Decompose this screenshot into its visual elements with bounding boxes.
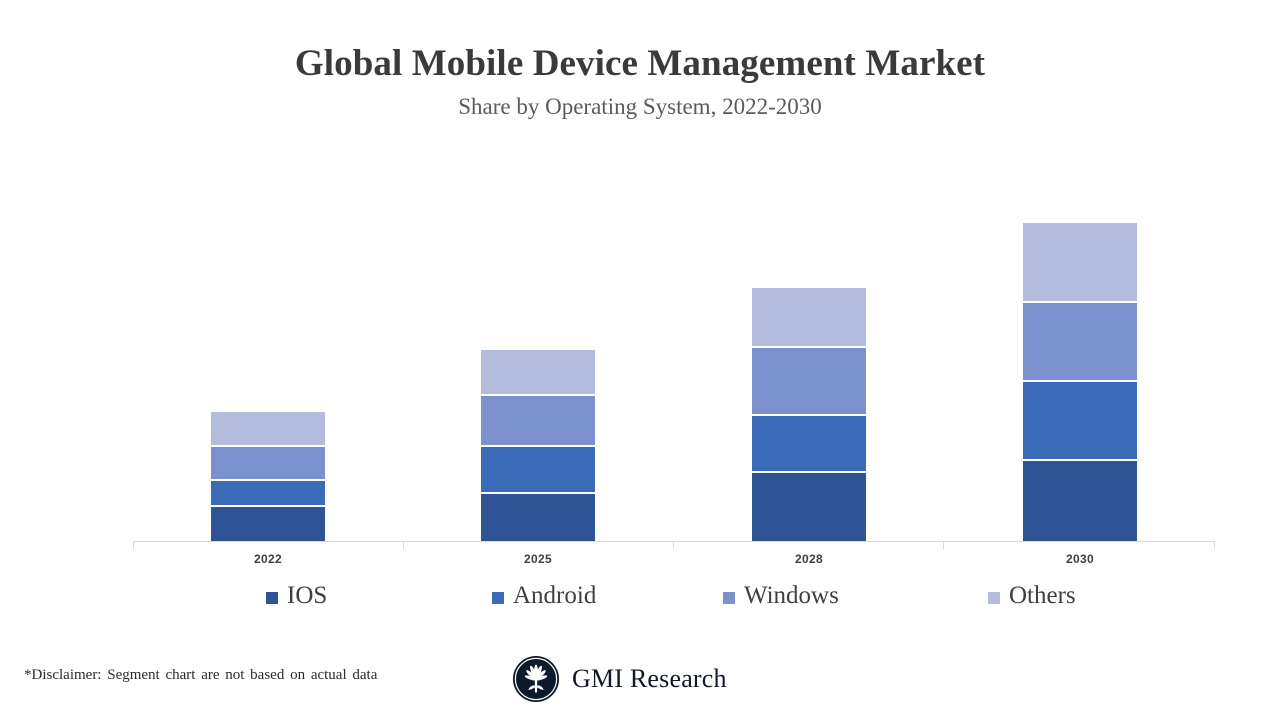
bar-segment[interactable] bbox=[481, 396, 595, 447]
bar-segment[interactable] bbox=[481, 447, 595, 494]
x-axis-label-2025: 2025 bbox=[524, 552, 552, 566]
bar-group[interactable] bbox=[211, 0, 325, 541]
brand-logo: GMI Research bbox=[512, 655, 727, 703]
bar-segment[interactable] bbox=[1023, 223, 1137, 303]
bar-group[interactable] bbox=[1023, 0, 1137, 541]
legend-swatch-icon bbox=[266, 591, 278, 604]
bar-segment[interactable] bbox=[211, 481, 325, 507]
bar-segment[interactable] bbox=[752, 348, 866, 416]
legend-item-windows[interactable]: Windows bbox=[723, 583, 839, 608]
disclaimer-text: *Disclaimer: Segment chart are not based… bbox=[24, 667, 378, 683]
x-axis-tick bbox=[943, 542, 944, 549]
legend-label: Others bbox=[1009, 582, 1076, 609]
bar-segment[interactable] bbox=[211, 412, 325, 447]
legend-item-android[interactable]: Android bbox=[492, 583, 596, 608]
bar-segment[interactable] bbox=[752, 288, 866, 348]
legend-swatch-icon bbox=[723, 591, 735, 604]
bar-segment[interactable] bbox=[1023, 461, 1137, 541]
x-axis-label-2022: 2022 bbox=[254, 552, 282, 566]
x-axis-label-2028: 2028 bbox=[795, 552, 823, 566]
x-axis-line bbox=[133, 541, 1215, 542]
brand-name: GMI Research bbox=[572, 664, 727, 693]
legend-swatch-icon bbox=[492, 591, 504, 604]
chart-legend: IOS Android Windows Others bbox=[0, 583, 1280, 615]
gmi-palm-logo-icon bbox=[512, 655, 560, 703]
bar-segment[interactable] bbox=[752, 416, 866, 473]
bar-segment[interactable] bbox=[1023, 382, 1137, 461]
bar-group[interactable] bbox=[752, 0, 866, 541]
legend-item-others[interactable]: Others bbox=[988, 583, 1076, 608]
bar-segment[interactable] bbox=[481, 494, 595, 541]
x-axis-tick bbox=[673, 542, 674, 549]
x-axis-tick bbox=[133, 542, 134, 549]
bar-segment[interactable] bbox=[211, 447, 325, 481]
bar-segment[interactable] bbox=[1023, 303, 1137, 382]
bar-segment[interactable] bbox=[752, 473, 866, 541]
bar-segment[interactable] bbox=[211, 507, 325, 541]
chart-title: Global Mobile Device Management Market bbox=[294, 43, 986, 84]
x-axis-tick bbox=[403, 542, 404, 549]
plot-area: 2022 2025 2028 2030 bbox=[133, 0, 1215, 566]
bar-segment[interactable] bbox=[481, 350, 595, 396]
legend-label: Windows bbox=[744, 582, 839, 609]
x-axis-label-2030: 2030 bbox=[1066, 552, 1094, 566]
chart-subtitle: Share by Operating System, 2022-2030 bbox=[458, 94, 822, 119]
legend-label: IOS bbox=[287, 582, 328, 609]
legend-label: Android bbox=[513, 582, 597, 609]
legend-swatch-icon bbox=[988, 591, 1000, 604]
x-axis-tick bbox=[1214, 542, 1215, 549]
bar-group[interactable] bbox=[481, 0, 595, 541]
legend-item-ios[interactable]: IOS bbox=[266, 583, 327, 608]
